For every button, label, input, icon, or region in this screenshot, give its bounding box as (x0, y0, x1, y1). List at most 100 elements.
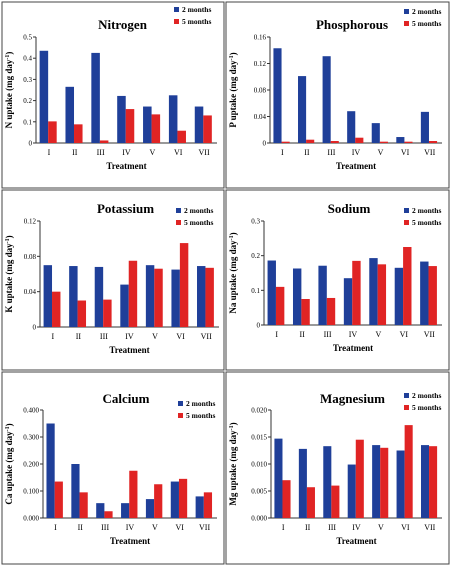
chart-title: Nitrogen (98, 17, 148, 32)
bar-VII-series2 (203, 492, 213, 518)
x-tick-label: IV (352, 148, 361, 157)
x-tick-label: II (305, 523, 311, 532)
x-axis-label: Treatment (336, 536, 376, 546)
y-axis-label-exponent: -1 (229, 425, 235, 430)
y-tick-label: 0 (257, 322, 261, 330)
bar-II-series2 (306, 487, 315, 518)
legend-swatch (404, 393, 409, 398)
bar-II-series1 (65, 86, 75, 143)
panel-border (1, 371, 225, 565)
y-axis-label-main: N uptake (mg day (4, 59, 14, 128)
x-tick-label: I (281, 148, 284, 157)
bar-I-series2 (54, 481, 63, 518)
y-tick-label: 0 (263, 140, 267, 148)
bar-III-series1 (318, 265, 327, 325)
y-tick-label: 0 (33, 324, 37, 332)
bar-II-series1 (292, 268, 302, 325)
bar-V-series2 (379, 141, 388, 143)
y-tick-label: 0.015 (251, 434, 267, 442)
x-tick-label: V (378, 148, 384, 157)
bar-IV-series1 (347, 464, 356, 518)
chart-title: Calcium (103, 391, 150, 406)
y-axis-label-main: Na uptake (mg day (228, 240, 238, 314)
x-tick-label: I (51, 332, 54, 341)
bar-V-series2 (154, 484, 163, 518)
bar-VI-series2 (178, 478, 188, 518)
y-tick-label: 0.2 (251, 252, 260, 260)
panel-border (225, 1, 450, 189)
legend-swatch (176, 220, 181, 225)
chart-panel-potassium: Potassium 0 0.04 0.08 0.12 K uptake (mg day-1… (1, 189, 225, 371)
bar-II-series1 (298, 76, 307, 143)
bar-II-series2 (79, 492, 88, 518)
legend-label: 5 months (186, 411, 215, 420)
y-tick-label: 0.04 (254, 113, 267, 121)
y-axis-label-tail: ) (228, 232, 238, 235)
y-axis-label: P uptake (mg day-1) (228, 52, 238, 127)
y-tick-label: 0.1 (23, 118, 32, 126)
x-tick-label: VII (199, 148, 210, 157)
bar-I-series2 (282, 480, 291, 518)
bar-V-series1 (145, 499, 155, 518)
x-tick-label: VI (401, 523, 410, 532)
y-axis-label-tail: ) (4, 423, 14, 426)
y-tick-label: 0.5 (23, 34, 32, 42)
x-tick-label: V (149, 148, 155, 157)
bar-V-series2 (154, 268, 163, 327)
y-axis-label-tail: ) (228, 52, 238, 55)
y-tick-label: 0.000 (23, 515, 39, 523)
x-tick-label: VI (401, 148, 410, 157)
x-tick-label: I (275, 330, 278, 339)
y-axis-label-tail: ) (4, 52, 14, 55)
y-tick-label: 0.4 (23, 55, 32, 63)
bar-VI-series1 (168, 95, 178, 143)
bar-VI-series2 (404, 141, 413, 143)
x-tick-label: II (299, 330, 305, 339)
legend-label: 2 months (412, 391, 441, 400)
y-tick-label: 0.08 (254, 87, 267, 95)
legend-label: 5 months (182, 17, 211, 26)
bar-VI-series1 (396, 450, 405, 518)
bar-VI-series1 (171, 269, 180, 327)
x-axis-label: Treatment (336, 161, 376, 171)
bar-V-series1 (369, 258, 378, 325)
y-tick-label: 0.020 (251, 407, 267, 415)
x-tick-label: V (376, 330, 382, 339)
y-axis-label-exponent: -1 (229, 235, 235, 240)
y-tick-label: 0.3 (251, 218, 260, 226)
bar-VII-series1 (195, 496, 204, 518)
chart-panel-magnesium: Magnesium 0.000 0.005 0.010 0.015 0.020 Mg upt… (225, 371, 450, 565)
y-tick-label: 0.000 (251, 515, 267, 523)
x-tick-label: I (54, 523, 57, 532)
bar-I-series1 (274, 438, 283, 518)
legend-label: 5 months (412, 403, 441, 412)
x-tick-label: V (152, 523, 158, 532)
x-tick-label: VII (424, 523, 435, 532)
bar-VII-series1 (420, 111, 429, 143)
legend-swatch (404, 9, 409, 14)
bar-II-series1 (69, 266, 78, 327)
legend-label: 2 months (412, 7, 441, 16)
y-tick-label: 0.12 (254, 60, 267, 68)
y-axis-label: Na uptake (mg day-1) (228, 232, 238, 313)
legend-swatch (404, 405, 409, 410)
y-axis-label: Ca uptake (mg day-1) (4, 423, 14, 504)
bar-VI-series1 (394, 267, 404, 325)
bar-I-series1 (39, 50, 49, 143)
legend-label: 5 months (412, 19, 441, 28)
x-tick-label: V (152, 332, 158, 341)
bar-VI-series2 (179, 243, 189, 327)
y-tick-label: 0.16 (254, 34, 267, 42)
bar-V-series2 (151, 114, 161, 143)
y-axis-label-main: P uptake (mg day (228, 60, 238, 128)
bar-IV-series2 (355, 439, 364, 518)
legend-label: 2 months (184, 206, 213, 215)
bar-VI-series2 (403, 247, 412, 325)
chart-title: Phosphorous (316, 17, 388, 32)
x-tick-label: II (78, 523, 84, 532)
bar-II-series2 (77, 300, 87, 327)
bar-IV-series2 (352, 260, 361, 325)
bar-V-series2 (380, 447, 389, 518)
